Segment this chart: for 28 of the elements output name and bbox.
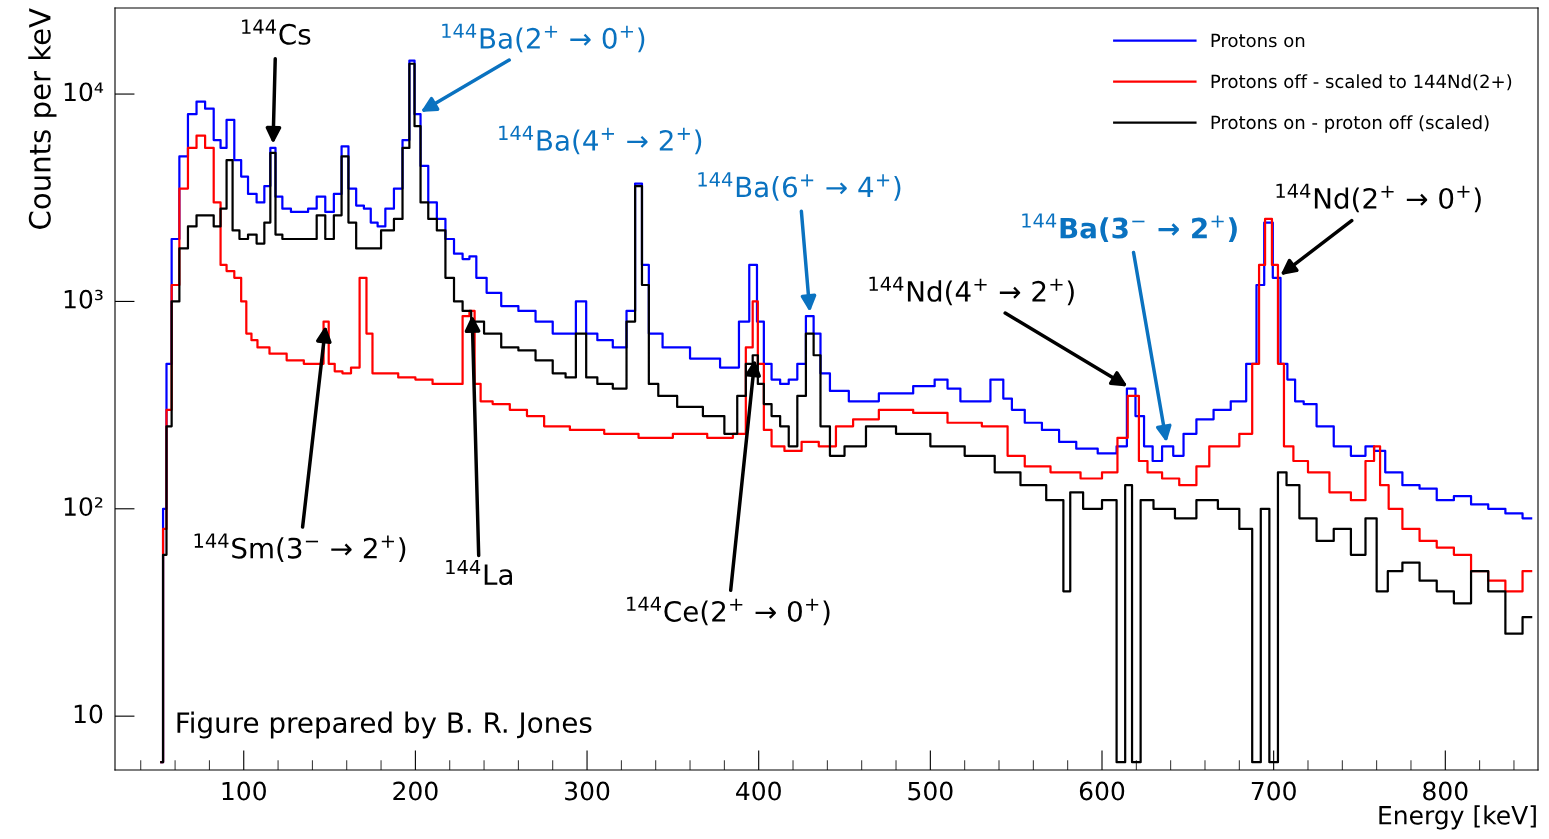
legend-label: Protons on - proton off (scaled) [1211,115,1489,133]
legend-label: Protons on [1211,33,1305,48]
y-tick-label: 10² [64,497,103,517]
y-axis-title: Counts per keV [28,8,57,229]
legend-label: Protons off - scaled to 144Nd(2+) [1211,74,1512,91]
annotation: $^{144}$Sm(3$^{−}$ → 2$^{+}$) [194,533,406,562]
annotation: $^{144}$Ba(3$^{−}$ → 2$^{+}$) [1022,213,1237,242]
x-axis-title: Energy [keV] [1379,805,1536,830]
x-tick-label: 500 [908,781,953,801]
x-tick-label: 600 [1079,781,1125,801]
annotation: $^{144}$Nd(4$^{+}$ → 2$^{+}$) [869,276,1074,306]
x-tick-label: 400 [736,781,781,801]
annotation: $^{144}$Ce(2$^{+}$ → 0$^{+}$) [627,596,830,626]
x-tick-label: 200 [393,781,438,801]
x-tick-label: 100 [222,781,266,801]
y-tick-label: 10 [74,704,103,724]
annotation: $^{144}$La [446,559,512,586]
annotation: $^{144}$Ba(2$^{+}$ → 0$^{+}$) [442,23,645,53]
x-tick-label: 700 [1251,781,1296,801]
x-tick-label: 800 [1423,781,1468,801]
y-tick-label: 10⁴ [64,82,104,102]
annotation: Figure prepared by B. R. Jones [177,711,592,739]
annotation: $^{144}$Nd(2$^{+}$ → 0$^{+}$) [1276,183,1481,213]
annotation: $^{144}$Ba(6$^{+}$ → 4$^{+}$) [698,172,901,201]
x-tick-label: 300 [565,781,610,801]
y-tick-label: 10³ [64,289,103,309]
annotation: $^{144}$Cs [242,19,311,45]
annotation: $^{144}$Ba(4$^{+}$ → 2$^{+}$) [499,125,702,155]
